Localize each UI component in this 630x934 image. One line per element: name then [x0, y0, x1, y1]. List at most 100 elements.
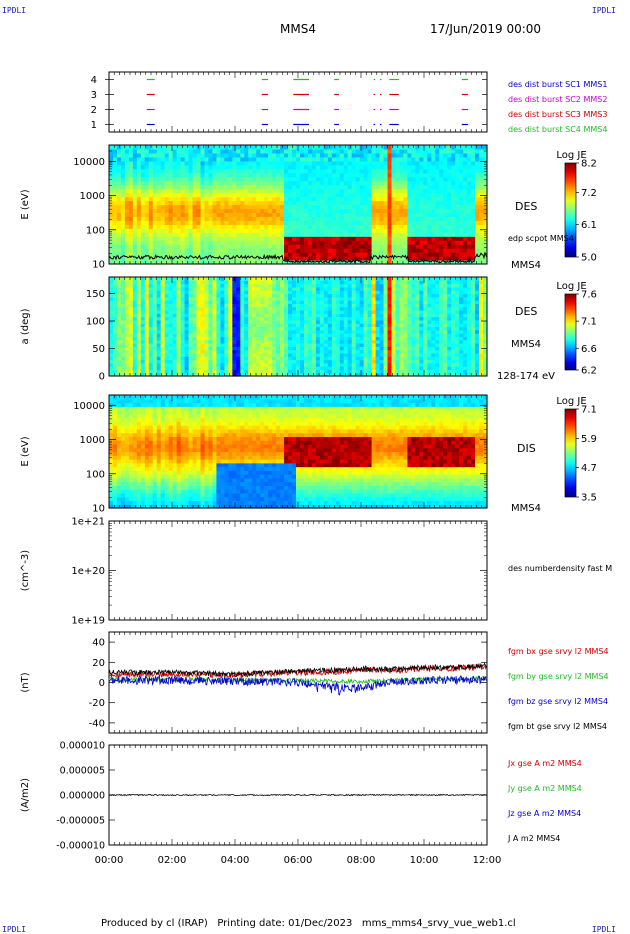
des_energy-cell — [315, 204, 321, 210]
des_energy-cell — [395, 216, 401, 221]
des_pitch-cell — [180, 290, 186, 295]
des_energy-cell — [391, 240, 397, 245]
des_energy-cell — [307, 220, 313, 225]
des_energy-cell — [399, 212, 405, 217]
des_energy-cell — [359, 216, 365, 221]
des_pitch-cell — [248, 336, 253, 341]
des_energy-cell — [479, 192, 484, 198]
des_pitch-cell — [184, 349, 190, 354]
des_energy-cell — [363, 184, 369, 190]
des_pitch-cell — [244, 349, 249, 354]
des_pitch-cell — [208, 346, 214, 351]
des_energy-cell — [296, 232, 301, 237]
des_pitch-cell — [200, 329, 206, 334]
des_pitch-cell — [196, 313, 202, 318]
des_energy-cell — [327, 176, 333, 182]
des_energy-cell — [443, 220, 448, 225]
des_energy-cell — [467, 244, 472, 249]
des_pitch-cell — [120, 339, 126, 344]
des_energy-cell — [196, 220, 202, 225]
des_energy-cell — [471, 148, 476, 154]
des_pitch-cell — [268, 339, 273, 344]
des_pitch-cell — [331, 333, 337, 337]
des_energy-cell — [120, 192, 126, 198]
des_pitch-cell — [268, 359, 273, 364]
des_energy-cell — [109, 212, 114, 217]
des_energy-cell — [479, 236, 484, 241]
des_pitch-cell — [116, 352, 122, 357]
des_energy-cell — [319, 240, 325, 245]
des_energy-cell — [260, 228, 265, 233]
des_energy-cell — [256, 164, 261, 170]
des_energy-cell — [379, 232, 385, 237]
des_energy-cell — [224, 164, 229, 170]
des_pitch-cell — [212, 319, 218, 324]
des_energy-cell — [236, 172, 241, 178]
des_energy-cell — [311, 184, 317, 190]
des_energy-cell — [184, 204, 190, 210]
des_energy-cell — [475, 260, 480, 265]
des_pitch-cell — [228, 372, 233, 377]
des_pitch-cell — [124, 277, 130, 281]
des_pitch-cell — [272, 359, 277, 364]
des_energy-cell — [244, 176, 249, 182]
des_energy-cell — [268, 184, 273, 190]
des_pitch-cell — [220, 319, 225, 324]
des_energy-cell — [192, 232, 198, 237]
des_energy-cell — [423, 228, 428, 233]
des_energy-cell — [371, 208, 377, 214]
des_energy-cell — [431, 204, 436, 210]
des_pitch-cell — [220, 300, 225, 304]
des_pitch-cell — [307, 349, 313, 354]
des_energy-cell — [244, 200, 249, 206]
des_energy-cell — [116, 152, 122, 158]
des_energy-cell — [439, 160, 444, 166]
des_energy-cell — [184, 145, 190, 150]
des_pitch-cell — [236, 290, 241, 295]
des_energy-cell — [272, 145, 277, 150]
des_energy-cell — [184, 244, 190, 249]
des_energy-cell — [303, 260, 309, 265]
des_pitch-cell — [148, 359, 154, 364]
des_pitch-cell — [296, 310, 301, 314]
des_energy-cell — [367, 224, 373, 229]
des_energy-cell — [116, 180, 122, 186]
des_pitch-cell — [240, 359, 245, 364]
des_energy-cell — [319, 196, 325, 202]
des_energy-cell — [299, 228, 305, 233]
des_pitch-cell — [116, 336, 122, 341]
des_pitch-cell — [224, 343, 229, 347]
des_energy-cell — [156, 236, 162, 241]
des_pitch-cell — [236, 346, 241, 351]
des_energy-cell — [260, 192, 265, 198]
des_energy-cell — [200, 228, 206, 233]
des_energy-cell — [443, 216, 448, 221]
des_energy-cell — [272, 244, 277, 249]
des_energy-cell — [475, 192, 480, 198]
des_energy-cell — [284, 145, 289, 150]
des_energy-cell — [292, 216, 297, 221]
des_pitch-cell — [327, 280, 333, 285]
des_pitch-cell — [315, 306, 321, 311]
des_energy-cell — [212, 164, 218, 170]
des_energy-cell — [303, 188, 309, 194]
des_energy-cell — [200, 160, 206, 166]
des_energy-cell — [164, 164, 170, 170]
des_pitch-cell — [315, 286, 321, 291]
des_energy-cell — [208, 244, 214, 249]
des_pitch-cell — [331, 300, 337, 304]
des_pitch-cell — [264, 333, 269, 337]
des_pitch-cell — [136, 372, 142, 377]
des_energy-cell — [407, 196, 412, 202]
des_energy-cell — [164, 224, 170, 229]
des_energy-cell — [363, 192, 369, 198]
des_energy-cell — [140, 156, 146, 162]
des_pitch-cell — [144, 336, 150, 341]
des_energy-cell — [359, 168, 365, 174]
des_pitch-cell — [216, 372, 222, 377]
des_energy-cell — [467, 160, 472, 166]
des_pitch-cell — [288, 333, 293, 337]
des_pitch-cell — [220, 343, 225, 347]
des_pitch-cell — [252, 306, 257, 311]
des_pitch-cell — [204, 346, 210, 351]
